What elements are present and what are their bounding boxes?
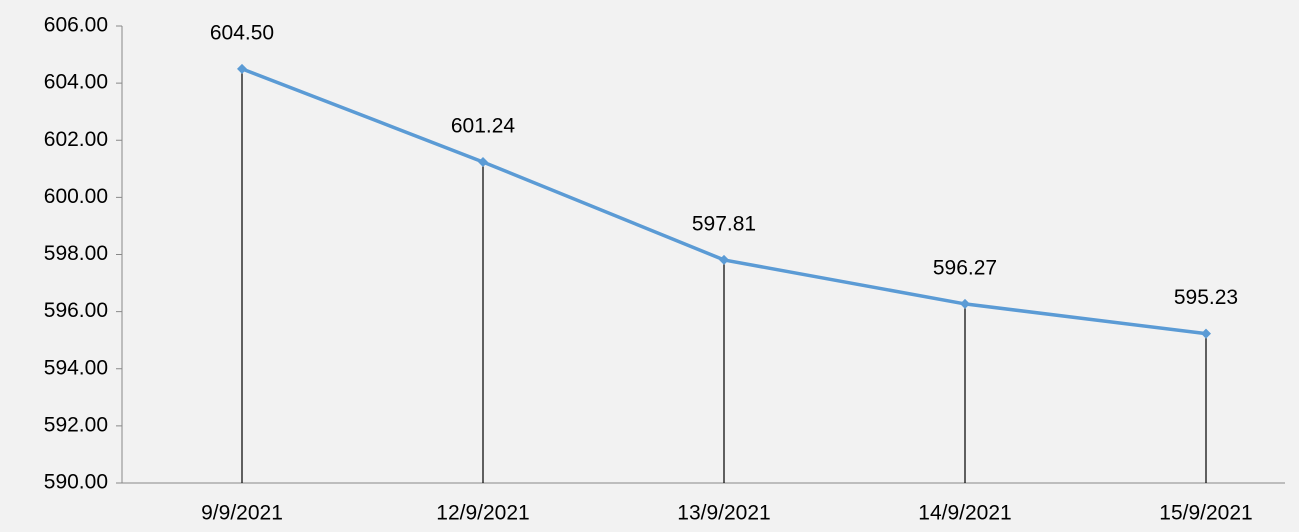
data-label: 601.24	[451, 115, 516, 138]
data-label: 596.27	[933, 256, 997, 279]
y-tick-label: 596.00	[44, 299, 108, 322]
y-tick-label: 598.00	[44, 242, 108, 265]
y-tick-label: 594.00	[44, 356, 108, 379]
point-marker	[1201, 328, 1211, 339]
point-marker	[960, 298, 970, 309]
y-tick-label: 590.00	[44, 471, 108, 494]
x-tick-label: 12/9/2021	[436, 502, 529, 525]
y-tick-label: 600.00	[44, 185, 108, 208]
data-label: 604.50	[210, 21, 274, 44]
y-tick-label: 592.00	[44, 413, 108, 436]
point-marker	[478, 156, 488, 167]
point-marker	[719, 254, 729, 265]
x-tick-label: 13/9/2021	[677, 502, 770, 525]
data-label: 597.81	[692, 212, 756, 235]
x-tick-label: 14/9/2021	[918, 502, 1011, 525]
data-label: 595.23	[1174, 286, 1238, 309]
y-tick-label: 604.00	[44, 71, 108, 94]
x-tick-label: 9/9/2021	[201, 502, 283, 525]
point-marker	[237, 63, 247, 74]
y-tick-label: 602.00	[44, 128, 108, 151]
y-tick-label: 606.00	[44, 14, 108, 37]
x-tick-label: 15/9/2021	[1159, 502, 1252, 525]
